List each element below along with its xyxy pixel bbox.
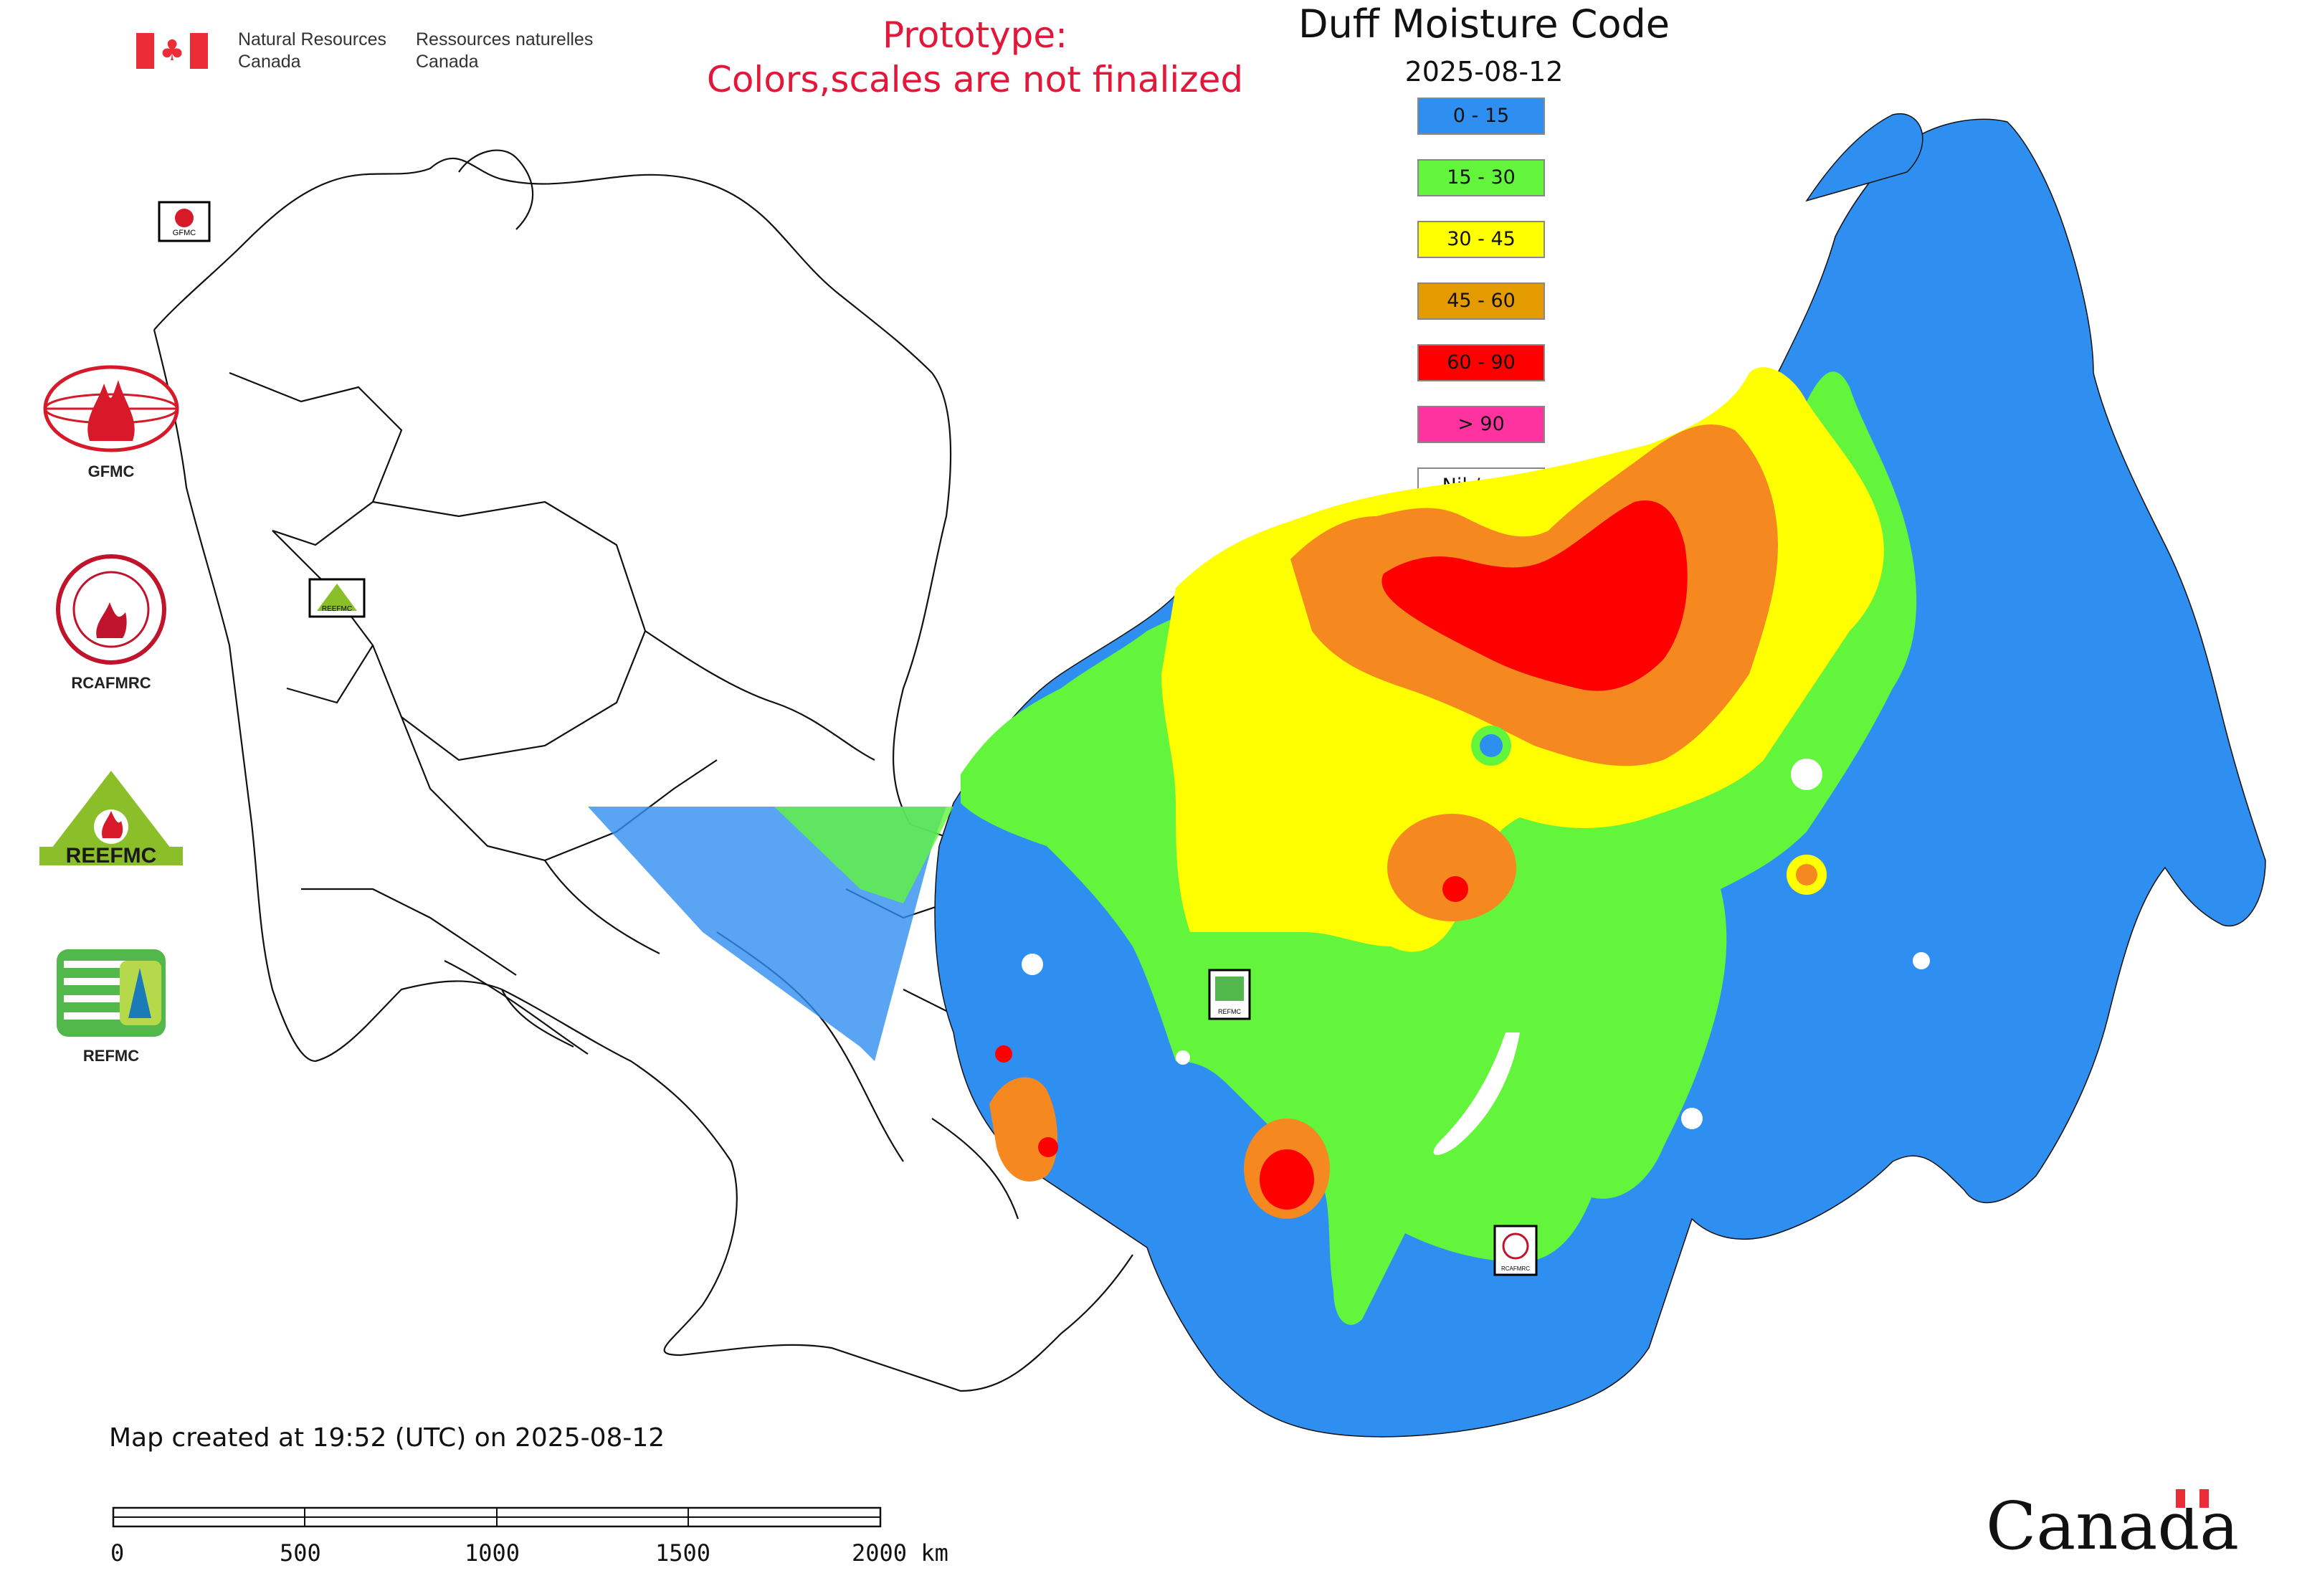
dmc-streak-artifact-green — [774, 807, 953, 903]
dmc-zone-west-hotspot — [989, 1077, 1057, 1182]
refmc-marker-label: REFMC — [1218, 1008, 1241, 1015]
dmc-spot-0-15 — [1480, 734, 1503, 757]
nrcan-signature: ♣ Natural Resources Canada Ressources na… — [136, 27, 609, 77]
canada-flag-icon: ♣ — [136, 33, 208, 69]
legend-item-15-30: 15 - 30 — [1417, 159, 1545, 196]
rcafmrc-marker-label: RCAFMRC — [1501, 1265, 1530, 1272]
legend-item-45-60: 45 - 60 — [1417, 282, 1545, 320]
refmc-logo: REFMC — [29, 946, 194, 1065]
gfmc-logo-caption: GFMC — [87, 462, 135, 480]
map-created-text: Map created at 19:52 (UTC) on 2025-08-12 — [109, 1423, 665, 1453]
gfmc-logo-icon — [43, 365, 179, 452]
lake-baikal — [1433, 1032, 1520, 1155]
reefmc-marker-label: REEFMC — [322, 605, 352, 613]
dmc-zone-west-hotspot-core — [1038, 1137, 1058, 1157]
rcafmrc-logo: RCAFMRC — [29, 552, 194, 693]
department-name-fr: Ressources naturelles Canada — [416, 29, 594, 72]
map-markers: GFMC REEFMC REFMC RCAFMRC — [158, 201, 1538, 1276]
reefmc-logo: REEFMC — [29, 764, 194, 874]
canada-wordmark-flag-icon — [2176, 1489, 2209, 1508]
gfmc-logo: GFMC — [29, 362, 194, 481]
scale-tick-1500: 1500 — [655, 1539, 710, 1567]
dmc-field — [588, 113, 2266, 1438]
scale-bar: 0 500 1000 1500 2000 km — [110, 1506, 948, 1567]
legend-item-0-15: 0 - 15 — [1417, 98, 1545, 135]
rcafmrc-marker-icon[interactable]: RCAFMRC — [1493, 1225, 1538, 1276]
scale-tick-500: 500 — [280, 1539, 321, 1567]
no-data-spot-5 — [1176, 1050, 1190, 1065]
no-data-spot-3 — [1913, 952, 1930, 969]
gfmc-marker-label: GFMC — [173, 229, 196, 237]
dmc-zone-0-15-chukotka — [1805, 113, 1923, 202]
gfmc-marker-icon[interactable]: GFMC — [158, 201, 211, 242]
scale-tick-1000: 1000 — [465, 1539, 520, 1567]
legend-item-60-90: 60 - 90 — [1417, 344, 1545, 381]
map-date: 2025-08-12 — [1404, 56, 1564, 87]
scale-tick-0: 0 — [110, 1539, 124, 1567]
no-data-spot-4 — [1681, 1108, 1703, 1129]
department-name-en: Natural Resources Canada — [238, 29, 387, 72]
legend-item-30-45: 30 - 45 — [1417, 221, 1545, 258]
dmc-zone-60-90-central — [1442, 876, 1468, 902]
legend-item-over-90: > 90 — [1417, 406, 1545, 443]
rcafmrc-logo-caption: RCAFMRC — [71, 674, 151, 692]
dmc-zone-west-hotspot-2 — [995, 1045, 1012, 1063]
prototype-notice-line1: Prototype: — [882, 14, 1068, 56]
reefmc-logo-icon: REEFMC — [39, 771, 183, 868]
canada-wordmark: Canada — [1986, 1488, 2239, 1567]
refmc-logo-caption: REFMC — [82, 1047, 140, 1065]
refmc-logo-icon — [57, 949, 166, 1037]
refmc-marker-icon[interactable]: REFMC — [1208, 969, 1251, 1020]
rcafmrc-logo-icon — [56, 554, 166, 665]
prototype-notice: Prototype: Colors,scales are not finaliz… — [645, 13, 1305, 102]
dmc-zone-60-90 — [1381, 500, 1688, 691]
no-data-spot-2 — [1022, 954, 1043, 975]
prototype-notice-line2: Colors,scales are not finalized — [706, 59, 1244, 100]
reefmc-logo-text: REEFMC — [66, 844, 157, 868]
map-title: Duff Moisture Code — [1298, 1, 1670, 47]
scale-tick-2000: 2000 km — [852, 1539, 948, 1567]
dmc-zone-45-60-central — [1387, 814, 1516, 921]
reefmc-marker-icon[interactable]: REEFMC — [308, 578, 366, 618]
no-data-spot-1 — [1791, 759, 1822, 790]
dmc-spot-east-orange — [1796, 864, 1817, 885]
dmc-zone-60-90-southwest — [1260, 1149, 1314, 1210]
